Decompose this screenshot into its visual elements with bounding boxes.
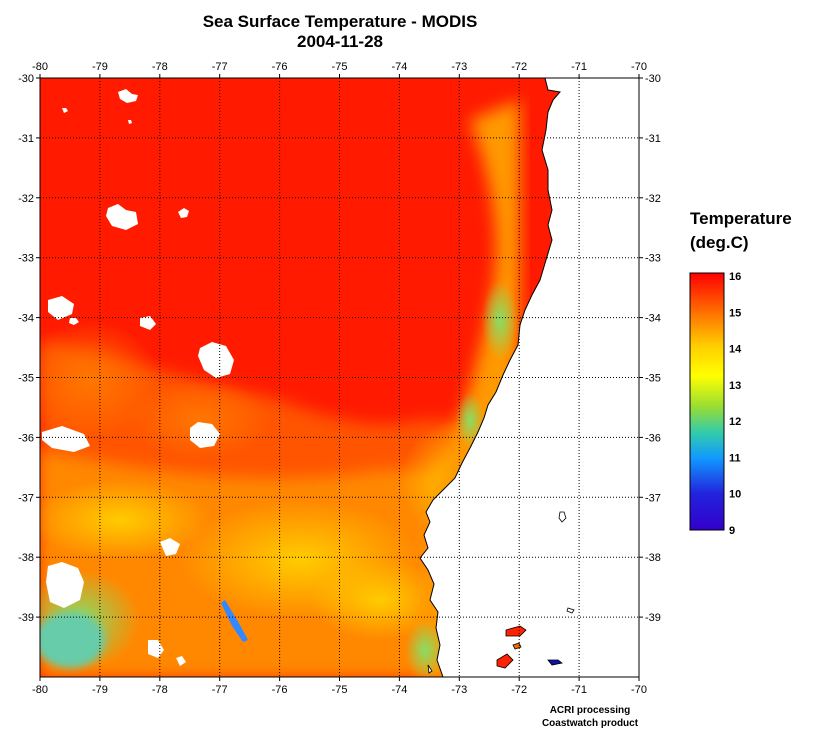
lat-tick-label-left: -33 (18, 253, 34, 265)
lat-tick-label-right: -37 (645, 492, 661, 504)
lon-tick-label-bottom: -71 (571, 684, 587, 696)
credit-processing: ACRI processing (549, 705, 631, 716)
lon-tick-label-bottom: -70 (631, 684, 647, 696)
lon-tick-label-top: -71 (571, 61, 587, 73)
legend-tick-label: 11 (729, 452, 741, 464)
legend-units: (deg.C) (690, 233, 749, 252)
lon-tick-label-bottom: -75 (332, 684, 348, 696)
lon-tick-label-bottom: -80 (32, 684, 48, 696)
lat-lon-grid (40, 78, 639, 677)
lon-tick-label-top: -79 (92, 61, 108, 73)
lat-tick-label-left: -30 (18, 73, 34, 85)
legend-colorbar (689, 272, 725, 531)
lat-tick-label-right: -36 (645, 432, 661, 444)
lon-tick-label-bottom: -78 (152, 684, 168, 696)
map-title: Sea Surface Temperature - MODIS (202, 12, 478, 31)
lat-tick-label-left: -36 (18, 432, 34, 444)
legend-tick-label: 15 (729, 307, 741, 319)
lat-tick-label-left: -32 (18, 193, 34, 205)
lon-tick-label-top: -75 (332, 61, 348, 73)
legend-title: Temperature (690, 209, 792, 228)
lat-tick-label-right: -33 (645, 253, 661, 265)
legend-tick-label: 16 (729, 271, 741, 283)
lon-tick-label-bottom: -72 (511, 684, 527, 696)
lat-tick-label-left: -37 (18, 492, 34, 504)
lat-tick-label-left: -38 (18, 552, 34, 564)
legend-tick-label: 13 (729, 380, 741, 392)
lat-tick-label-right: -35 (645, 373, 661, 385)
legend-tick-label: 12 (729, 416, 741, 428)
map-date: 2004-11-28 (296, 32, 384, 51)
lon-tick-label-top: -80 (32, 61, 48, 73)
lon-tick-label-top: -74 (391, 61, 407, 73)
credit-product: Coastwatch product (541, 718, 639, 729)
lon-tick-label-bottom: -76 (272, 684, 288, 696)
lat-tick-label-right: -39 (645, 612, 661, 624)
lon-tick-label-top: -78 (152, 61, 168, 73)
lat-tick-label-left: -34 (18, 313, 34, 325)
lon-tick-label-bottom: -79 (92, 684, 108, 696)
legend-tick-label: 9 (729, 525, 735, 537)
cloud-gaps (42, 89, 234, 666)
sst-field (40, 78, 639, 677)
lon-tick-label-bottom: -73 (451, 684, 467, 696)
axis-ticks (36, 74, 643, 681)
lon-tick-label-top: -77 (212, 61, 228, 73)
lat-tick-label-right: -30 (645, 73, 661, 85)
color-legend: 16 15 14 13 12 11 10 9 (689, 271, 742, 537)
lat-tick-label-left: -35 (18, 373, 34, 385)
lat-tick-label-left: -31 (18, 133, 34, 145)
lon-tick-label-bottom: -77 (212, 684, 228, 696)
lat-tick-label-right: -34 (645, 313, 661, 325)
lon-tick-label-top: -76 (272, 61, 288, 73)
lat-tick-label-right: -38 (645, 552, 661, 564)
lat-tick-label-right: -31 (645, 133, 661, 145)
lon-tick-label-top: -70 (631, 61, 647, 73)
lon-tick-label-top: -73 (451, 61, 467, 73)
lon-tick-label-top: -72 (511, 61, 527, 73)
lat-tick-label-left: -39 (18, 612, 34, 624)
lat-tick-label-right: -32 (645, 193, 661, 205)
axis-tick-labels: -80 -80 -79 -79 -78 -78 -77 -77 -76 -76 -75 -75 -74 -… (18, 61, 661, 696)
lon-tick-label-bottom: -74 (391, 684, 407, 696)
legend-tick-label: 10 (729, 489, 741, 501)
legend-tick-label: 14 (729, 344, 742, 356)
